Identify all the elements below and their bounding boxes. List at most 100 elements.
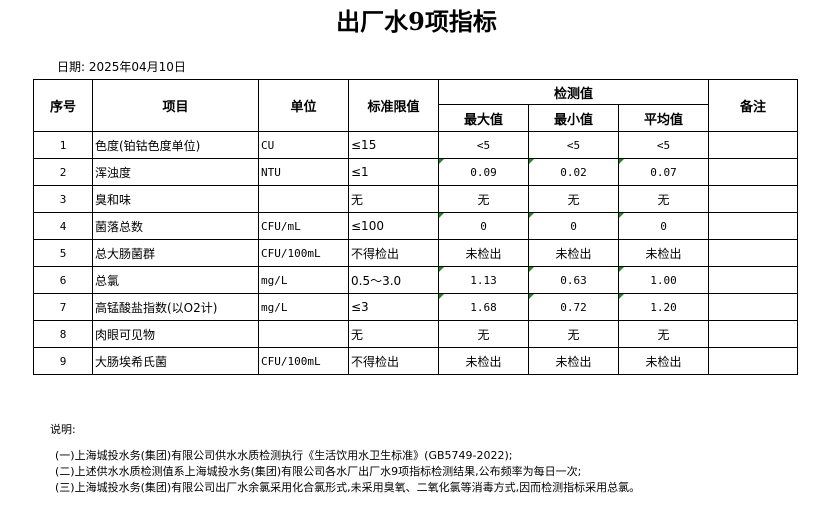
row-limit-text: 无 <box>351 327 364 342</box>
table-row: 3 臭和味 无 无 无 无 <box>33 185 798 213</box>
row-min-text: 无 <box>567 327 580 342</box>
row-avg-text: 0 <box>660 220 667 233</box>
cell-flag-icon <box>439 267 444 272</box>
cell-flag-icon <box>439 213 444 218</box>
row-seq: 2 <box>33 158 93 186</box>
row-max-text: 0.09 <box>470 166 497 179</box>
row-max: 1.68 <box>438 293 529 321</box>
row-unit-text: CFU/100mL <box>261 354 321 368</box>
row-limit: 无 <box>348 320 439 348</box>
row-unit: CFU/mL <box>258 212 349 240</box>
cell-flag-icon <box>529 159 534 164</box>
row-limit: ≤100 <box>348 212 439 240</box>
table-row: 6 总氯 mg/L 0.5～3.0 1.13 0.63 1.00 <box>33 266 798 294</box>
row-min: 无 <box>528 185 619 213</box>
row-seq-text: 1 <box>59 138 67 152</box>
row-item: 菌落总数 <box>92 212 259 240</box>
row-avg-text: 未检出 <box>645 246 682 261</box>
row-max-text: 1.13 <box>470 274 497 287</box>
row-max: 无 <box>438 320 529 348</box>
row-min-text: 0 <box>570 220 577 233</box>
row-max-text: 未检出 <box>465 354 502 369</box>
row-seq: 5 <box>33 239 93 267</box>
table-row: 1 色度(铂钴色度单位) CU ≤15 <5 <5 <5 <box>33 131 798 159</box>
row-seq-text: 8 <box>59 327 67 341</box>
row-max-text: 未检出 <box>465 246 502 261</box>
row-limit: ≤1 <box>348 158 439 186</box>
row-avg: 未检出 <box>618 347 709 375</box>
header-max: 最大值 <box>438 104 529 132</box>
row-max: <5 <box>438 131 529 159</box>
header-item: 项目 <box>92 79 259 132</box>
row-limit: 不得检出 <box>348 239 439 267</box>
indicator-table: 序号 项目 单位 标准限值 检测值 备注 最大值 最小值 平均值 1 色度(铂钴色… <box>33 79 798 375</box>
cell-flag-icon <box>619 294 624 299</box>
row-seq-text: 5 <box>59 246 67 260</box>
row-max: 1.13 <box>438 266 529 294</box>
page-title: 出厂水9项指标 <box>336 7 497 36</box>
notes: 说明: (一)上海城投水务(集团)有限公司供水水质检测执行《生活饮用水卫生标准》… <box>50 422 640 496</box>
row-item-text: 总大肠菌群 <box>95 246 156 261</box>
row-item: 总氯 <box>92 266 259 294</box>
row-remark <box>708 347 798 375</box>
row-remark <box>708 158 798 186</box>
row-avg-text: 无 <box>657 327 670 342</box>
row-avg-text: 无 <box>657 192 670 207</box>
cell-flag-icon <box>529 213 534 218</box>
row-min: <5 <box>528 131 619 159</box>
row-item-text: 浑浊度 <box>95 165 132 180</box>
row-item: 臭和味 <box>92 185 259 213</box>
row-max-text: <5 <box>476 139 491 152</box>
row-item-text: 肉眼可见物 <box>95 327 156 342</box>
table-row: 9 大肠埃希氏菌 CFU/100mL 不得检出 未检出 未检出 未检出 <box>33 347 798 375</box>
row-max-text: 0 <box>480 220 487 233</box>
cell-flag-icon <box>439 159 444 164</box>
header-min: 最小值 <box>528 104 619 132</box>
row-avg: 未检出 <box>618 239 709 267</box>
row-avg-text: 未检出 <box>645 354 682 369</box>
row-min-text: 无 <box>567 192 580 207</box>
row-limit: ≤15 <box>348 131 439 159</box>
row-unit-text: mg/L <box>261 300 288 314</box>
cell-flag-icon <box>529 294 534 299</box>
row-limit-text: ≤15 <box>351 138 377 152</box>
note-2: (二)上述供水水质检测值系上海城投水务(集团)有限公司各水厂出厂水9项指标检测结… <box>55 465 582 478</box>
row-min-text: 0.02 <box>560 166 587 179</box>
note-1: (一)上海城投水务(集团)有限公司供水水质检测执行《生活饮用水卫生标准》(GB5… <box>55 449 513 462</box>
row-seq-text: 3 <box>59 192 67 206</box>
row-unit-text: mg/L <box>261 273 288 287</box>
row-max-text: 无 <box>477 192 490 207</box>
row-unit: CFU/100mL <box>258 347 349 375</box>
row-seq: 7 <box>33 293 93 321</box>
row-max-text: 1.68 <box>470 301 497 314</box>
row-remark <box>708 293 798 321</box>
row-min: 0.63 <box>528 266 619 294</box>
row-min-text: 未检出 <box>555 246 592 261</box>
row-avg: 0 <box>618 212 709 240</box>
row-item-text: 菌落总数 <box>95 219 144 234</box>
row-avg-text: 0.07 <box>650 166 677 179</box>
row-unit: mg/L <box>258 266 349 294</box>
cell-flag-icon <box>619 267 624 272</box>
row-remark <box>708 320 798 348</box>
row-seq: 4 <box>33 212 93 240</box>
table-row: 4 菌落总数 CFU/mL ≤100 0 0 0 <box>33 212 798 240</box>
row-avg: 无 <box>618 320 709 348</box>
row-limit-text: ≤1 <box>351 165 369 179</box>
row-min-text: 未检出 <box>555 354 592 369</box>
row-min: 未检出 <box>528 239 619 267</box>
cell-flag-icon <box>529 267 534 272</box>
row-limit: 不得检出 <box>348 347 439 375</box>
row-avg: <5 <box>618 131 709 159</box>
row-limit-text: ≤100 <box>351 219 384 233</box>
row-seq-text: 9 <box>59 354 67 368</box>
row-limit-text: 不得检出 <box>351 354 400 369</box>
row-item: 高锰酸盐指数(以O2计) <box>92 293 259 321</box>
row-min: 0.72 <box>528 293 619 321</box>
row-unit-text: CFU/100mL <box>261 246 321 260</box>
row-avg-text: 1.20 <box>650 301 677 314</box>
row-item: 浑浊度 <box>92 158 259 186</box>
row-avg-text: 1.00 <box>650 274 677 287</box>
row-seq-text: 2 <box>59 165 67 179</box>
row-limit-text: 无 <box>351 192 364 207</box>
